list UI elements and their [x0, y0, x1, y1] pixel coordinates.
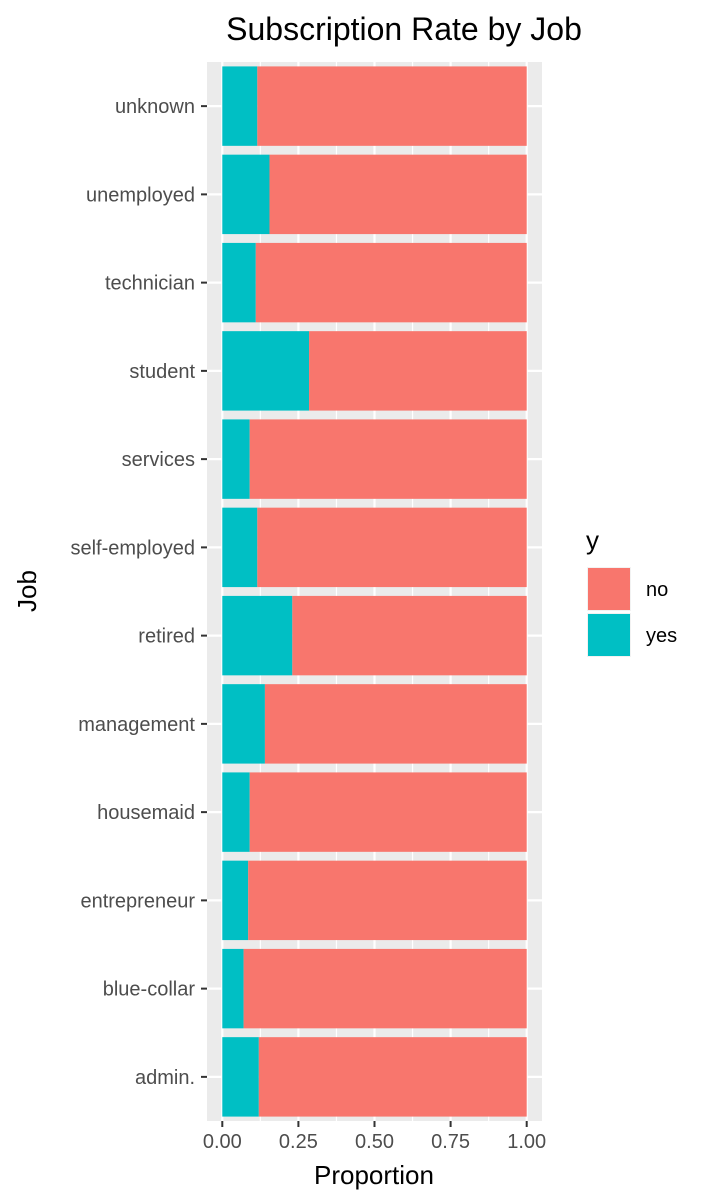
bar-technician-yes — [222, 242, 256, 323]
bar-unemployed-no — [269, 154, 527, 235]
y-tick-label: blue-collar — [103, 979, 196, 1001]
bar-blue-collar-yes — [222, 948, 244, 1029]
y-tick-label: retired — [138, 626, 195, 648]
y-tick-label: self-employed — [70, 537, 195, 559]
legend-title: y — [586, 525, 599, 555]
x-tick-label: 1.00 — [507, 1131, 546, 1153]
y-tick-label: management — [78, 714, 195, 736]
bar-entrepreneur-yes — [222, 860, 249, 941]
bar-services-no — [249, 419, 527, 499]
legend-key-no — [588, 568, 630, 610]
y-tick-label: entrepreneur — [80, 890, 195, 912]
legend-items: no yes — [587, 567, 677, 657]
y-tick-label: admin. — [135, 1067, 195, 1089]
legend-key-yes — [588, 614, 630, 656]
y-tick-label: technician — [105, 273, 195, 295]
bar-blue-collar-no — [243, 948, 527, 1029]
legend-label-no: no — [646, 579, 668, 601]
bar-services-yes — [222, 419, 250, 499]
y-tick-label: housemaid — [97, 802, 195, 824]
bars — [222, 66, 527, 1117]
bar-management-yes — [222, 684, 265, 764]
bar-admin.-no — [258, 1037, 527, 1117]
chart-title: Subscription Rate by Job — [226, 11, 582, 47]
y-axis-title: Job — [12, 570, 42, 612]
x-axis-title: Proportion — [314, 1160, 434, 1190]
bar-technician-no — [255, 242, 527, 323]
bar-unknown-no — [257, 66, 527, 146]
y-tick-label: services — [122, 449, 195, 471]
bar-self-employed-no — [257, 507, 527, 588]
bar-retired-no — [292, 595, 527, 676]
bar-admin.-yes — [222, 1037, 259, 1117]
x-axis: 0.00 0.25 0.50 0.75 1.00 — [203, 1121, 546, 1153]
bar-student-yes — [222, 331, 310, 411]
bar-management-no — [264, 684, 527, 764]
bar-unknown-yes — [222, 66, 258, 146]
x-tick-label: 0.75 — [431, 1131, 470, 1153]
y-tick-label: student — [129, 361, 195, 383]
y-tick-label: unknown — [115, 96, 195, 118]
bar-unemployed-yes — [222, 154, 270, 235]
x-tick-label: 0.25 — [279, 1131, 318, 1153]
legend-label-yes: yes — [646, 625, 677, 647]
bar-housemaid-yes — [222, 772, 250, 852]
legend: y no yes — [586, 525, 677, 657]
bar-housemaid-no — [249, 772, 527, 852]
bar-entrepreneur-no — [248, 860, 527, 941]
y-axis: admin. blue-collar entrepreneur housemaid ma… — [70, 96, 207, 1089]
x-tick-label: 0.00 — [203, 1131, 242, 1153]
bar-self-employed-yes — [222, 507, 258, 588]
bar-retired-yes — [222, 595, 293, 676]
bar-student-no — [309, 331, 527, 411]
y-tick-label: unemployed — [86, 184, 195, 206]
x-tick-label: 0.50 — [355, 1131, 394, 1153]
